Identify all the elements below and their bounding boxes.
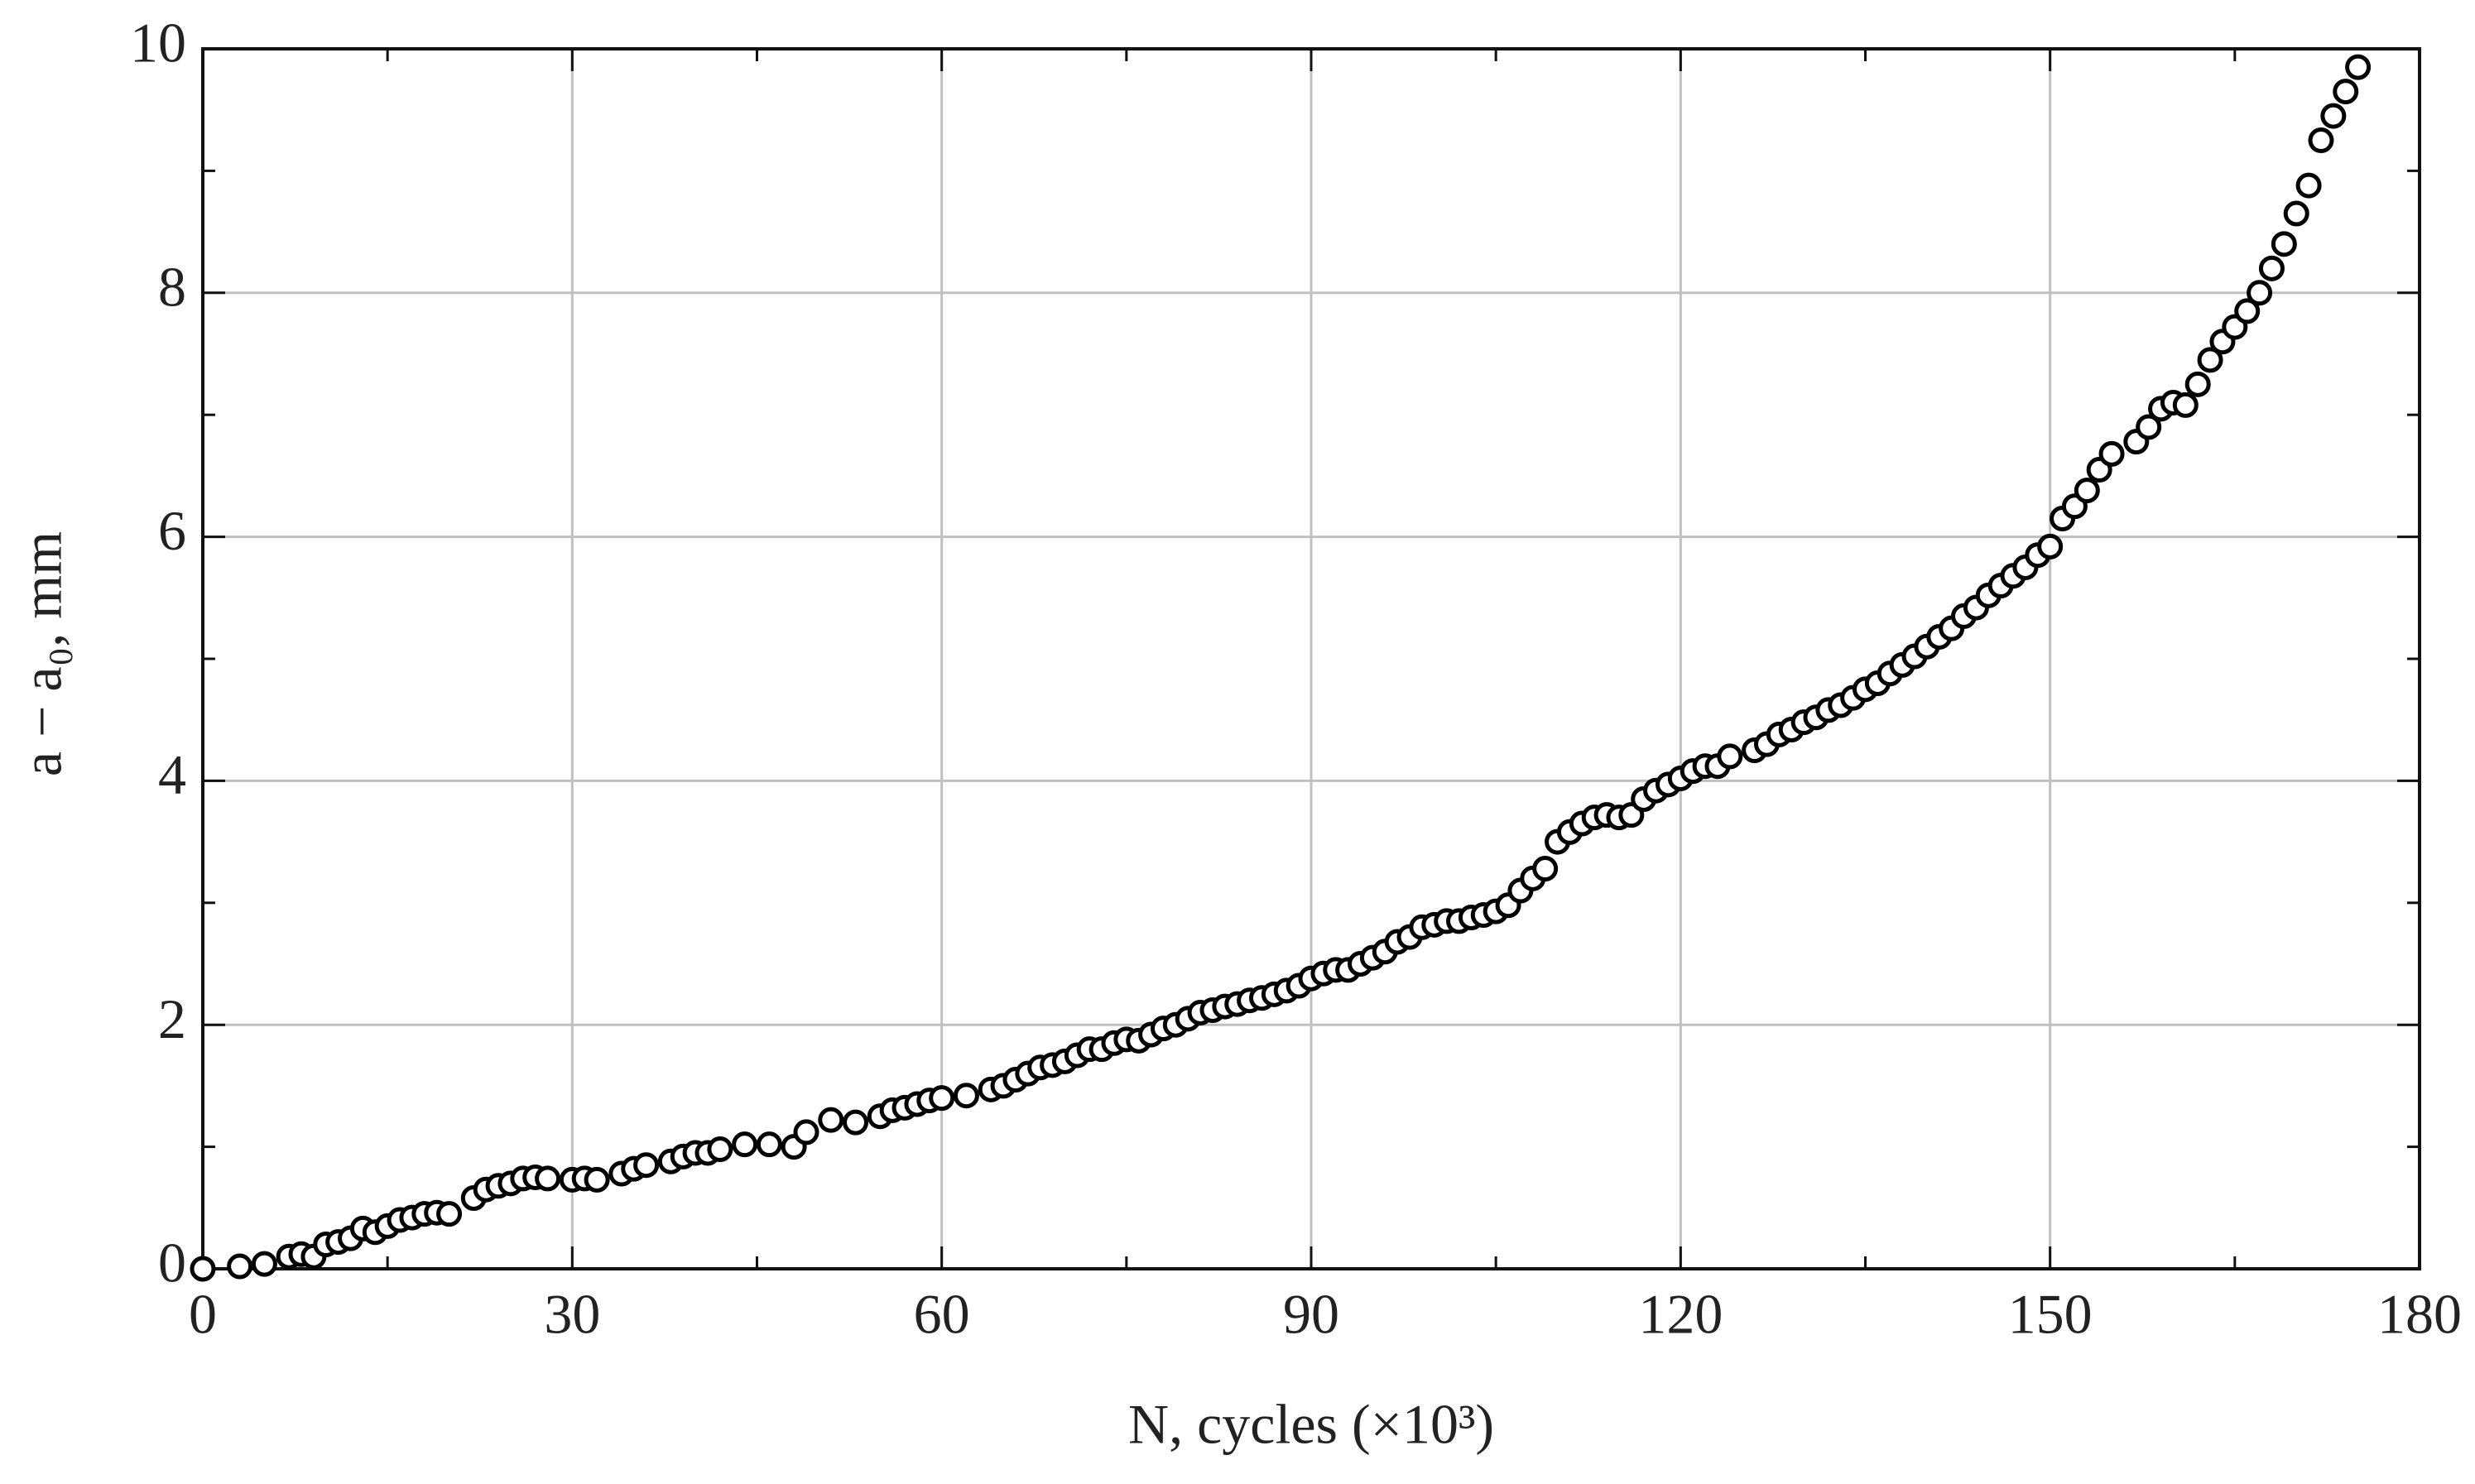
data-point [2172,391,2199,418]
data-point [756,1131,782,1158]
x-tick-label: 0 [189,1283,217,1346]
data-point [633,1152,660,1179]
data-point [2247,280,2273,306]
y-tick-label: 10 [130,12,186,74]
x-tick-label: 180 [2377,1283,2462,1346]
data-point [2258,255,2285,281]
data-point [2184,371,2211,397]
data-point [707,1136,733,1163]
x-tick-label: 150 [2008,1283,2093,1346]
x-axis-label: N, cycles (×10³) [1128,1393,1494,1456]
x-tick-label: 120 [1638,1283,1723,1346]
data-point [732,1131,758,1158]
data-point [2136,414,2162,440]
x-tick-label: 60 [914,1283,970,1346]
data-point [2320,103,2347,129]
y-tick-label: 0 [158,1232,186,1294]
y-axis-label: a − a₀, mm [11,531,74,776]
data-point [190,1256,216,1282]
data-point [2098,440,2125,467]
data-point [2308,127,2334,154]
plot-frame [201,47,2421,1270]
data-point [584,1166,610,1193]
data-point [2283,200,2309,227]
data-point [929,1085,955,1112]
data-point [818,1107,844,1133]
data-point [2074,478,2100,504]
data-point [793,1119,819,1145]
data-point [436,1201,463,1227]
y-tick-label: 6 [158,499,186,562]
x-tick-label: 30 [544,1283,600,1346]
data-point [227,1253,253,1280]
data-point [2234,298,2261,324]
data-point [2271,231,2297,257]
y-tick-label: 4 [158,743,186,806]
y-tick-label: 2 [158,987,186,1050]
data-point [843,1109,869,1136]
x-tick-label: 90 [1283,1283,1339,1346]
data-point [2295,172,2322,199]
data-point [1717,743,1743,770]
data-point [2197,347,2223,373]
data-point [535,1165,561,1192]
data-point [2037,533,2064,560]
data-point [1532,856,1559,882]
data-point [2345,54,2372,80]
data-point [953,1083,979,1109]
data-point [2333,79,2359,105]
data-point [251,1251,277,1277]
y-tick-label: 8 [158,255,186,318]
